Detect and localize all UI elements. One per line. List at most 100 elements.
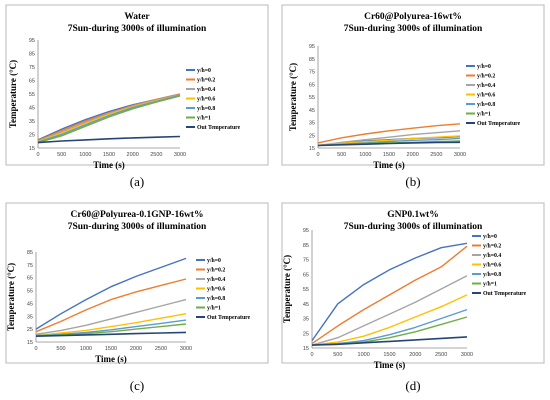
series-line-d-3 — [311, 294, 468, 346]
y-tick-label-b: 95 — [309, 44, 315, 50]
x-tick-label-a: 1500 — [103, 152, 115, 158]
legend-label-c-0: y/h=0 — [207, 258, 221, 264]
x-tick-label-c: 500 — [56, 346, 65, 352]
x-axis-label-c: Time (s) — [95, 354, 127, 364]
x-tick-label-d: 2000 — [409, 352, 421, 358]
y-tick-label-b: 25 — [309, 133, 315, 139]
x-tick-label-a: 0 — [36, 152, 39, 158]
series-line-c-1 — [35, 278, 187, 333]
y-axis-label-b: Temperature (°C) — [288, 63, 298, 131]
y-axis-label-a: Temperature (°C) — [8, 60, 18, 128]
y-tick-label-d: 85 — [303, 243, 309, 249]
y-tick-label-b: 65 — [309, 82, 315, 88]
x-tick-label-d: 1500 — [383, 352, 395, 358]
legend-label-b-6: Out Temperature — [477, 121, 521, 127]
y-axis-label-d: Temperature (°C) — [282, 255, 292, 323]
legend-label-a-6: Out Temperature — [197, 125, 241, 131]
legend-label-c-4: y/h=0.8 — [207, 296, 225, 302]
legend-label-a-2: y/h=0.4 — [197, 87, 215, 93]
x-tick-label-a: 2000 — [127, 152, 139, 158]
y-tick-label-d: 95 — [303, 228, 309, 234]
legend-label-b-1: y/h=0.2 — [477, 74, 495, 80]
legend-label-c-3: y/h=0.6 — [207, 287, 225, 293]
x-tick-label-a: 500 — [57, 152, 66, 158]
y-tick-label-d: 35 — [303, 317, 309, 323]
chart-title-c: Cr60@Polyurea-0.1GNP-16wt% — [71, 210, 204, 220]
series-line-b-2 — [317, 130, 461, 147]
y-tick-label-b: 85 — [309, 57, 315, 63]
x-tick-label-b: 1500 — [383, 152, 395, 158]
x-tick-label-c: 2500 — [155, 346, 167, 352]
legend-label-d-1: y/h=0.2 — [483, 244, 501, 250]
y-tick-label-a: 15 — [29, 146, 35, 152]
x-axis-label-b: Time (s) — [373, 160, 405, 170]
y-tick-label-d: 65 — [303, 272, 309, 278]
y-tick-label-a: 95 — [29, 38, 35, 44]
chart-title-b: Cr60@Polyurea-16wt% — [364, 12, 462, 22]
y-tick-label-c: 25 — [27, 327, 33, 333]
x-tick-label-a: 2500 — [150, 152, 162, 158]
series-line-b-6 — [317, 141, 461, 147]
y-tick-label-d: 75 — [303, 258, 309, 264]
y-tick-label-c: 55 — [27, 289, 33, 295]
chart-subtitle-a: 7Sun-during 3000s of illumination — [68, 24, 207, 34]
y-tick-label-c: 85 — [27, 250, 33, 256]
chart-subtitle-c: 7Sun-during 3000s of illumination — [68, 222, 207, 232]
legend-label-d-3: y/h=0.6 — [483, 263, 501, 269]
y-tick-label-d: 55 — [303, 287, 309, 293]
legend-label-d-6: Out Temperature — [483, 291, 527, 297]
x-tick-label-d: 0 — [310, 352, 313, 358]
y-tick-label-c: 75 — [27, 263, 33, 269]
y-tick-label-c: 65 — [27, 276, 33, 282]
x-tick-label-d: 500 — [333, 352, 342, 358]
legend-label-a-0: y/h=0 — [197, 68, 211, 74]
series-line-d-2 — [311, 275, 468, 346]
y-tick-label-a: 45 — [29, 106, 35, 112]
legend-label-d-0: y/h=0 — [483, 234, 497, 240]
legend-label-d-4: y/h=0.8 — [483, 272, 501, 278]
y-tick-label-b: 75 — [309, 70, 315, 76]
x-tick-label-c: 2000 — [130, 346, 142, 352]
y-tick-label-a: 25 — [29, 133, 35, 139]
x-axis-label-a: Time (s) — [93, 160, 125, 170]
chart-subtitle-b: 7Sun-during 3000s of illumination — [344, 24, 483, 34]
panel-label-a: (a) — [130, 174, 144, 189]
series-line-c-0 — [35, 257, 187, 330]
legend-label-a-3: y/h=0.6 — [197, 97, 215, 103]
legend-label-b-4: y/h=0.8 — [477, 102, 495, 108]
legend-label-a-5: y/h=1 — [197, 116, 211, 122]
legend-label-d-2: y/h=0.4 — [483, 253, 501, 259]
panel-label-d: (d) — [405, 378, 420, 393]
y-tick-label-c: 15 — [27, 340, 33, 346]
legend-label-b-2: y/h=0.4 — [477, 83, 495, 89]
y-tick-label-a: 55 — [29, 92, 35, 98]
x-tick-label-d: 3000 — [461, 352, 473, 358]
x-tick-label-c: 1000 — [80, 346, 92, 352]
legend-label-c-2: y/h=0.4 — [207, 277, 225, 283]
series-line-c-3 — [35, 313, 187, 337]
legend-label-b-3: y/h=0.6 — [477, 93, 495, 99]
x-tick-label-c: 0 — [34, 346, 37, 352]
x-axis-label-d: Time (s) — [374, 360, 406, 370]
panel-label-c: (c) — [130, 378, 144, 393]
y-tick-label-b: 55 — [309, 95, 315, 101]
series-line-a-5 — [37, 95, 181, 144]
legend-label-c-1: y/h=0.2 — [207, 268, 225, 274]
chart-frame-d — [281, 202, 545, 364]
y-tick-label-c: 35 — [27, 314, 33, 320]
x-tick-label-b: 1000 — [359, 152, 371, 158]
legend-label-a-4: y/h=0.8 — [197, 106, 215, 112]
x-tick-label-b: 500 — [337, 152, 346, 158]
x-tick-label-b: 3000 — [454, 152, 466, 158]
series-line-d-0 — [311, 242, 468, 342]
x-tick-label-b: 0 — [316, 152, 319, 158]
y-tick-label-d: 45 — [303, 302, 309, 308]
series-line-a-6 — [37, 135, 181, 144]
y-tick-label-a: 35 — [29, 119, 35, 125]
x-tick-label-d: 1000 — [358, 352, 370, 358]
legend-label-a-1: y/h=0.2 — [197, 78, 215, 84]
legend-label-b-5: y/h=1 — [477, 112, 491, 118]
series-line-c-2 — [35, 298, 187, 335]
chart-subtitle-d: 7Sun-during 3000s of illumination — [344, 222, 483, 232]
